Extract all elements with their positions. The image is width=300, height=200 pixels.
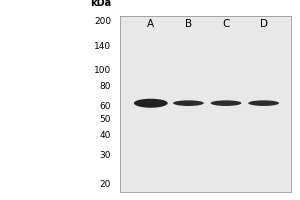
Text: 40: 40: [100, 131, 111, 140]
Text: kDa: kDa: [90, 0, 111, 8]
Ellipse shape: [248, 100, 279, 106]
Text: C: C: [222, 19, 230, 29]
Text: 100: 100: [94, 66, 111, 75]
Ellipse shape: [211, 100, 242, 106]
Text: 140: 140: [94, 42, 111, 51]
Text: 30: 30: [100, 151, 111, 160]
Text: 50: 50: [100, 115, 111, 124]
Ellipse shape: [134, 99, 168, 108]
Text: A: A: [147, 19, 154, 29]
Text: D: D: [260, 19, 268, 29]
Text: 20: 20: [100, 180, 111, 189]
Text: 60: 60: [100, 102, 111, 111]
Ellipse shape: [173, 100, 204, 106]
Text: 200: 200: [94, 17, 111, 26]
Text: 80: 80: [100, 82, 111, 91]
Text: B: B: [185, 19, 192, 29]
